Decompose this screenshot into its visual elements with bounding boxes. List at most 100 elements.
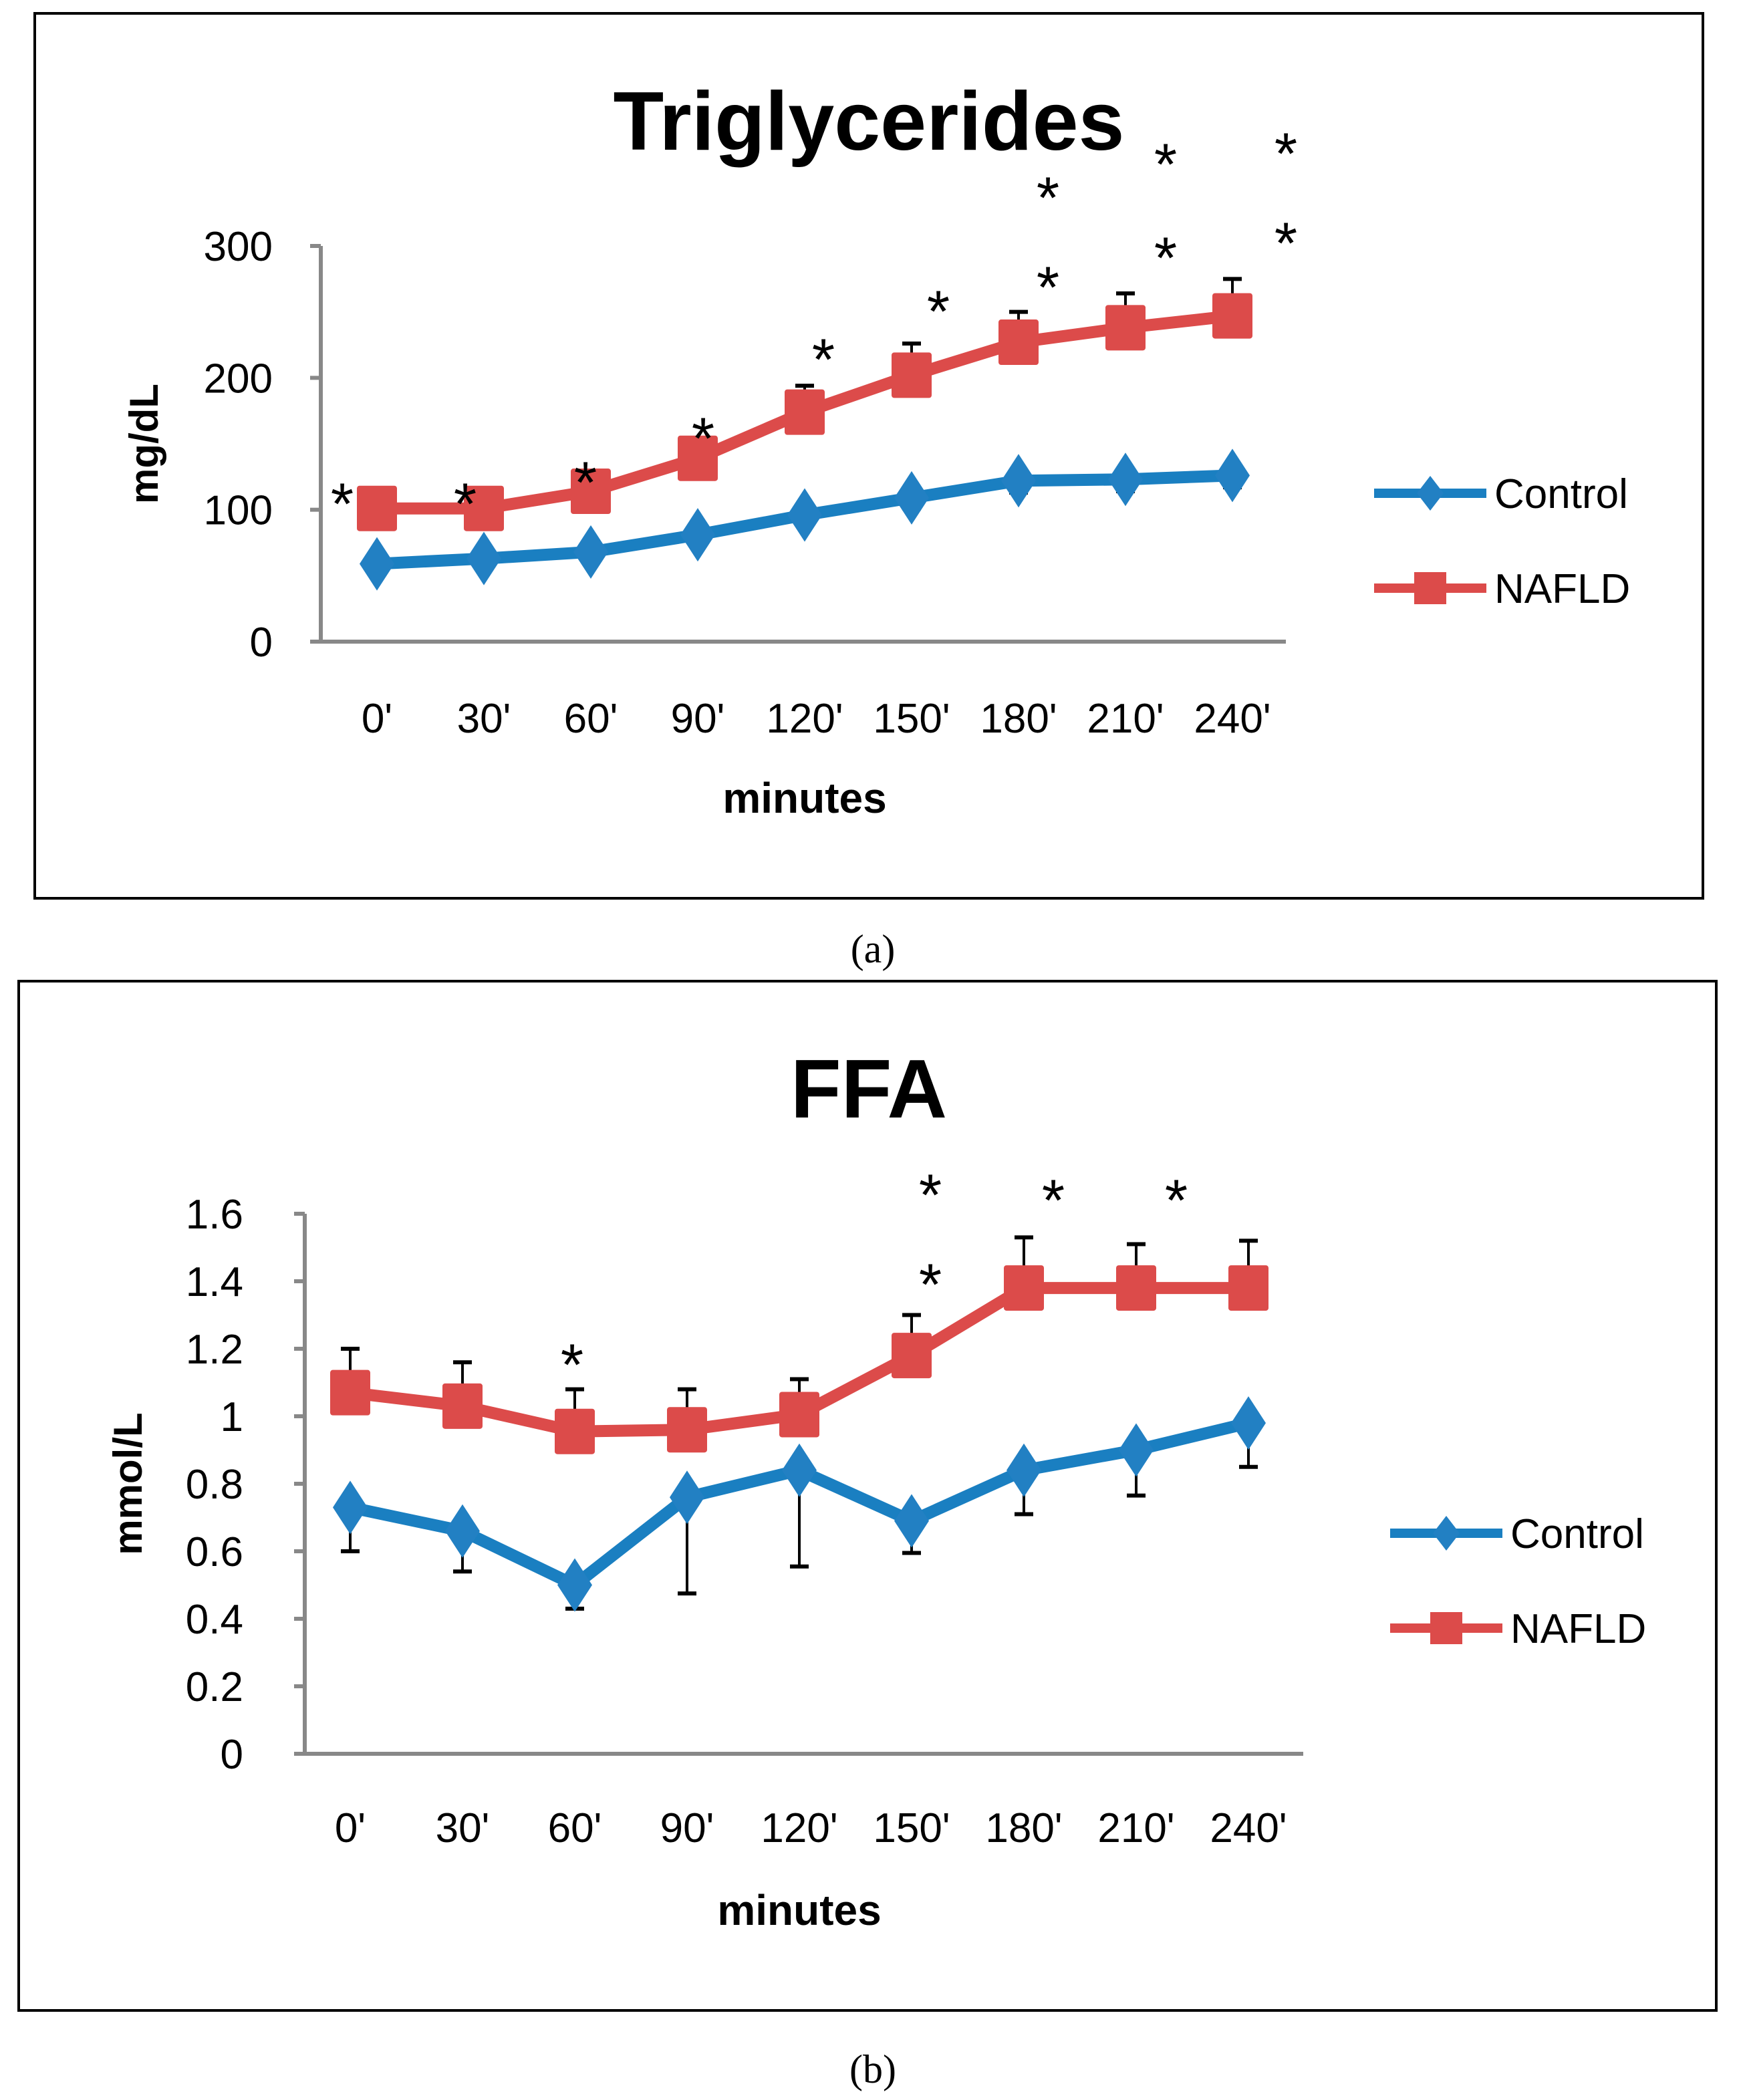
- x-tick-label: 210': [1087, 696, 1164, 742]
- significance-asterisk: *: [927, 278, 950, 344]
- x-tick-label: 0': [362, 696, 392, 742]
- data-point: [555, 1408, 595, 1454]
- chart-title: FFA: [791, 1043, 947, 1136]
- legend-marker: [1430, 1612, 1462, 1644]
- data-point: [573, 525, 608, 579]
- data-point: [464, 485, 504, 531]
- x-tick-label: 240': [1194, 696, 1270, 742]
- data-point: [892, 1333, 932, 1379]
- data-point: [1116, 1265, 1156, 1311]
- data-point: [1007, 1443, 1041, 1497]
- significance-asterisk: *: [331, 471, 354, 537]
- series-control: [360, 448, 1250, 591]
- significance-asterisk: *: [1037, 254, 1059, 320]
- significance-asterisk: *: [1154, 225, 1177, 291]
- data-point: [894, 471, 929, 525]
- data-point: [466, 531, 501, 585]
- data-point: [782, 1443, 817, 1497]
- data-point: [680, 508, 715, 562]
- x-tick-label: 180': [980, 696, 1057, 742]
- data-point: [785, 389, 825, 435]
- data-point: [667, 1407, 707, 1453]
- data-point: [330, 1369, 370, 1416]
- y-tick-label: 0: [221, 1732, 243, 1778]
- significance-asterisk: *: [1154, 131, 1177, 197]
- y-tick-label: 200: [204, 356, 273, 402]
- x-tick-label: 120': [761, 1805, 837, 1851]
- legend-label: NAFLD: [1494, 566, 1630, 612]
- y-tick-label: 0.4: [186, 1597, 243, 1643]
- y-tick-label: 1.4: [186, 1259, 243, 1305]
- legend-marker: [1417, 476, 1444, 511]
- data-point: [571, 469, 611, 515]
- data-point: [333, 1480, 368, 1535]
- data-point: [1212, 293, 1252, 339]
- significance-asterisk: *: [574, 449, 597, 515]
- y-axis-label: mg/dL: [122, 384, 166, 504]
- data-point: [557, 1558, 592, 1612]
- x-tick-label: 60': [548, 1805, 602, 1851]
- x-tick-label: 60': [564, 696, 618, 742]
- data-point: [670, 1470, 704, 1525]
- y-tick-label: 300: [204, 224, 273, 270]
- x-tick-label: 150': [873, 696, 950, 742]
- data-point: [894, 1494, 929, 1548]
- x-tick-label: 150': [873, 1805, 950, 1851]
- chart-frame: [33, 12, 1704, 900]
- significance-asterisk: *: [454, 471, 477, 537]
- x-tick-label: 30': [436, 1805, 490, 1851]
- y-tick-label: 0.8: [186, 1462, 243, 1508]
- y-axis-label: mmol/L: [106, 1412, 150, 1555]
- data-point: [1119, 1423, 1154, 1477]
- x-tick-label: 210': [1097, 1805, 1174, 1851]
- significance-asterisk: *: [692, 405, 714, 471]
- y-tick-label: 0: [250, 620, 273, 666]
- significance-asterisk: *: [1037, 164, 1059, 231]
- data-point: [357, 485, 397, 531]
- triglycerides-chart: Triglycerides minutes mg/dL (a) 0 100 200 3…: [33, 12, 1704, 971]
- legend-label: Control: [1494, 471, 1628, 517]
- data-point: [892, 352, 932, 398]
- significance-asterisk: *: [812, 326, 835, 392]
- data-point: [678, 435, 718, 481]
- significance-asterisk: *: [919, 1251, 942, 1317]
- data-point: [1001, 454, 1036, 508]
- y-tick-label: 100: [204, 488, 273, 534]
- significance-asterisk: *: [1165, 1167, 1188, 1233]
- data-point: [779, 1392, 819, 1438]
- significance-asterisk: *: [1275, 120, 1297, 186]
- x-tick-label: 240': [1210, 1805, 1287, 1851]
- panel-label: (a): [851, 927, 896, 971]
- significance-asterisk: *: [1275, 210, 1297, 276]
- data-point: [1004, 1265, 1044, 1311]
- data-point: [1105, 305, 1146, 351]
- x-tick-label: 90': [660, 1805, 714, 1851]
- y-tick-label: 0.2: [186, 1664, 243, 1710]
- y-tick-label: 1.2: [186, 1327, 243, 1373]
- y-tick-label: 1: [221, 1394, 243, 1440]
- legend-label: NAFLD: [1510, 1606, 1646, 1652]
- legend-marker: [1433, 1516, 1460, 1551]
- y-tick-label: 1.6: [186, 1192, 243, 1238]
- panel-label: (b): [849, 2047, 896, 2091]
- series-nafld: [357, 277, 1252, 531]
- series-nafld: [330, 1235, 1268, 1454]
- chart-title: Triglycerides: [613, 76, 1124, 168]
- data-point: [1215, 448, 1250, 503]
- data-point: [787, 488, 822, 542]
- data-point: [1108, 452, 1143, 507]
- data-point: [998, 319, 1039, 366]
- data-point: [445, 1504, 480, 1558]
- x-tick-label: 90': [671, 696, 725, 742]
- y-tick-label: 0.6: [186, 1529, 243, 1575]
- data-point: [1231, 1396, 1266, 1450]
- legend-marker: [1414, 572, 1446, 604]
- x-tick-label: 30': [457, 696, 511, 742]
- significance-asterisk: *: [1042, 1167, 1065, 1233]
- data-point: [442, 1383, 483, 1429]
- data-point: [1228, 1265, 1268, 1311]
- x-tick-label: 0': [335, 1805, 366, 1851]
- ffa-chart: FFA minutes mmol/L (b) 0 0.2 0.4 0.6 0.8 1 1.2…: [17, 980, 1718, 2091]
- significance-asterisk: *: [561, 1331, 583, 1398]
